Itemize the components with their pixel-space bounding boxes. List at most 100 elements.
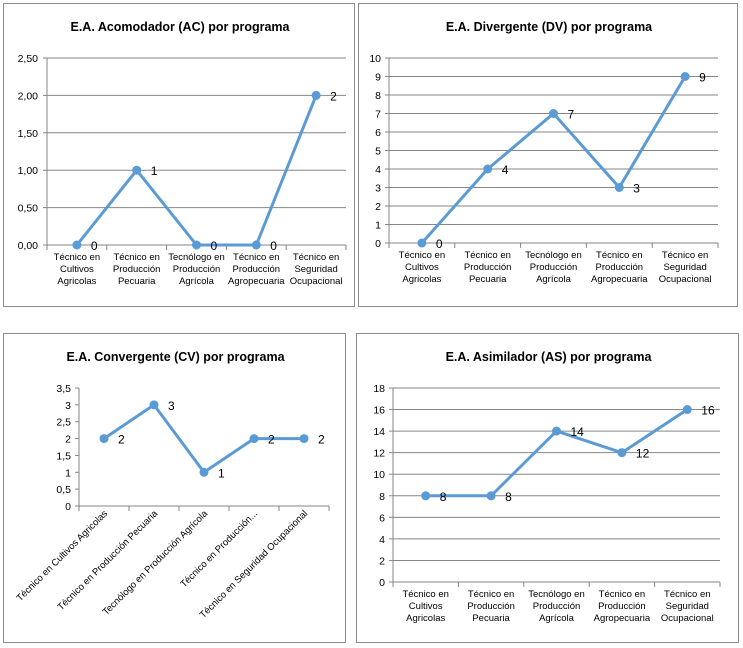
x-category-label: Técnico en Cultivos Agricolas bbox=[54, 252, 100, 287]
y-tick-label: 0 bbox=[379, 577, 385, 589]
y-tick-label: 8 bbox=[375, 90, 381, 102]
y-tick-label: 0,00 bbox=[18, 240, 39, 252]
data-point bbox=[549, 109, 558, 118]
x-category-label-line: Tecnólogo en bbox=[525, 250, 582, 261]
chart-title: E.A. Convergente (CV) por programa bbox=[66, 350, 285, 364]
x-category-label-line: Producción bbox=[233, 264, 281, 275]
data-label: 0 bbox=[211, 239, 218, 253]
chart-title: E.A. Asimilador (AS) por programa bbox=[446, 350, 653, 364]
x-category-label: Técnico en Producción Agropecuaria bbox=[591, 250, 648, 285]
x-category-label-line: Agrícola bbox=[179, 276, 215, 287]
x-category-label: Tecnólogo en Producción Agrícola bbox=[528, 589, 585, 624]
data-point bbox=[552, 426, 561, 436]
y-tick-label: 2,50 bbox=[18, 53, 39, 65]
y-tick-label: 2 bbox=[375, 201, 381, 213]
y-tick-label: 0,5 bbox=[56, 484, 71, 496]
x-category-label-line: Agrícola bbox=[536, 274, 572, 285]
x-category-label-line: Técnico en bbox=[402, 589, 448, 600]
y-tick-label: 6 bbox=[379, 512, 385, 524]
x-category-label: Técnico en Producción Pecuaria bbox=[113, 252, 161, 287]
x-category-label-line: Pecuaria bbox=[472, 613, 510, 624]
data-label: 8 bbox=[440, 490, 447, 504]
x-category-label: Tecnólogo en Producción Agrícola bbox=[168, 252, 225, 287]
data-label: 9 bbox=[699, 71, 706, 85]
x-category-label-line: Cultivos bbox=[405, 262, 439, 273]
data-point bbox=[682, 405, 692, 415]
x-category-label: Tecnólogo en Producción Agrícola bbox=[525, 250, 582, 285]
y-tick-label: 0 bbox=[375, 238, 381, 250]
data-point bbox=[617, 448, 627, 458]
x-category-label: Tecnólogo en Producción Agrícola bbox=[101, 508, 211, 618]
x-category-label: Técnico en Cultivos Agricolas bbox=[15, 508, 111, 604]
y-tick-label: 9 bbox=[375, 72, 381, 84]
x-category-label-line: Ocupacional bbox=[659, 274, 712, 285]
chart-title: E.A. Acomodador (AC) por programa bbox=[71, 20, 291, 34]
data-point bbox=[72, 240, 82, 250]
x-category-label: Técnico en Seguridad Ocupacional bbox=[198, 508, 310, 620]
data-label: 4 bbox=[502, 163, 509, 177]
x-category-label-line: Cultivos bbox=[409, 601, 443, 612]
data-point bbox=[421, 491, 431, 501]
x-category-label-line: Tecnólogo en bbox=[528, 589, 585, 600]
y-tick-label: 16 bbox=[373, 405, 385, 417]
y-tick-label: 3 bbox=[65, 400, 71, 412]
x-category-label-line: Agricolas bbox=[402, 274, 441, 285]
y-tick-label: 0,50 bbox=[18, 203, 39, 215]
data-point bbox=[483, 164, 493, 174]
x-category-label: Técnico en Seguridad Ocupacional bbox=[659, 250, 712, 285]
x-category-label-line: Producción bbox=[530, 262, 578, 273]
x-category-label-line: Producción bbox=[533, 601, 581, 612]
data-label: 0 bbox=[91, 239, 98, 253]
y-tick-label: 6 bbox=[375, 127, 381, 139]
y-tick-label: 0 bbox=[65, 501, 71, 513]
y-tick-label: 2,00 bbox=[18, 90, 39, 102]
data-label: 3 bbox=[168, 399, 175, 413]
x-category-label: Técnico en Cultivos Agricolas bbox=[399, 250, 445, 285]
y-tick-label: 4 bbox=[379, 534, 385, 546]
x-category-label-line: Pecuaria bbox=[118, 276, 156, 287]
data-label: 2 bbox=[330, 89, 337, 103]
x-category-label-line: Producción bbox=[113, 264, 161, 275]
x-category-label-line: Agricolas bbox=[406, 613, 445, 624]
chart-ac: E.A. Acomodador (AC) por programa 0,00 0,5… bbox=[18, 20, 347, 287]
x-category-label: Técnico en Producción Pecuaria bbox=[464, 250, 512, 285]
chart-dv: E.A. Divergente (DV) por programa 0 1 2 3 4 5 6… bbox=[369, 20, 719, 285]
y-tick-label: 18 bbox=[373, 383, 385, 395]
x-category-label: Técnico en Producción Agropecuaria bbox=[594, 589, 651, 624]
data-point bbox=[311, 90, 321, 100]
x-category-label-line: Agrícola bbox=[539, 613, 575, 624]
x-category-label-line: Agropecuaria bbox=[594, 613, 651, 624]
x-category-label: Técnico en Seguridad Ocupacional bbox=[290, 252, 343, 287]
x-category-label-line: Producción bbox=[467, 601, 515, 612]
y-tick-label: 10 bbox=[369, 53, 381, 65]
y-tick-label: 3,5 bbox=[56, 383, 71, 395]
x-category-label: Técnico en Cultivos Agricolas bbox=[402, 589, 448, 624]
y-tick-label: 1,00 bbox=[18, 165, 39, 177]
data-point bbox=[99, 434, 109, 444]
data-label: 14 bbox=[571, 425, 585, 439]
chart-panel-ac: E.A. Acomodador (AC) por programa 0,00 0,5… bbox=[3, 3, 355, 307]
y-tick-label: 7 bbox=[375, 109, 381, 121]
x-category-label-line: Agricolas bbox=[57, 276, 96, 287]
data-label: 2 bbox=[268, 433, 275, 447]
chart-title: E.A. Divergente (DV) por programa bbox=[446, 20, 653, 34]
x-category-label-line: Agropecuaria bbox=[228, 276, 285, 287]
chart-panel-dv: E.A. Divergente (DV) por programa 0 1 2 3 4 5 6… bbox=[358, 3, 738, 307]
data-point bbox=[199, 467, 209, 477]
y-tick-label: 1 bbox=[375, 220, 381, 232]
x-category-label-line: Técnico en bbox=[596, 250, 642, 261]
x-category-label: Técnico en Producción Pecuaria bbox=[56, 508, 161, 613]
data-point bbox=[614, 183, 624, 192]
data-point bbox=[417, 238, 427, 248]
x-category-label-line: Seguridad bbox=[294, 264, 337, 275]
y-tick-label: 1 bbox=[65, 467, 71, 479]
x-category-label-line: Ocupacional bbox=[290, 276, 343, 287]
y-tick-label: 2,5 bbox=[56, 417, 71, 429]
y-tick-label: 4 bbox=[375, 164, 381, 176]
x-category-label-line: Técnico en bbox=[233, 252, 279, 263]
x-category-label-line: Pecuaria bbox=[469, 274, 507, 285]
data-point bbox=[132, 165, 142, 175]
y-tick-label: 8 bbox=[379, 491, 385, 503]
data-point bbox=[486, 491, 496, 501]
data-point bbox=[192, 240, 201, 250]
